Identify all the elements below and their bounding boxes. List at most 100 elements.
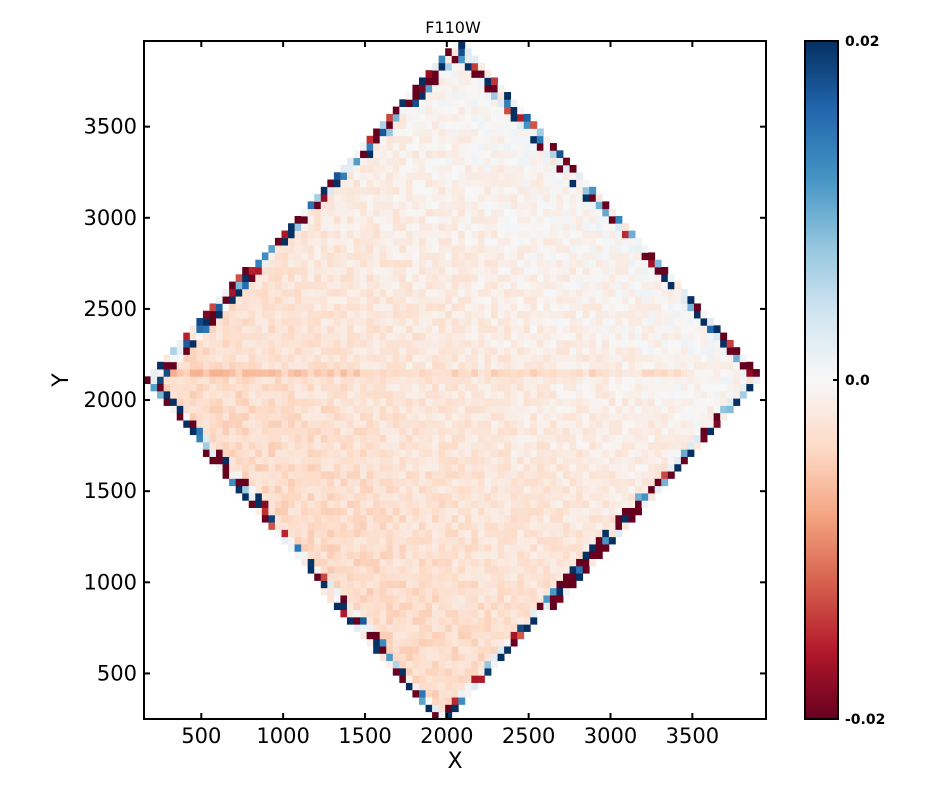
- heatmap-cell: [386, 332, 394, 341]
- heatmap-cell: [543, 135, 551, 144]
- heatmap-cell: [667, 303, 675, 312]
- heatmap-cell: [700, 347, 708, 355]
- heatmap-cell: [458, 398, 466, 406]
- heatmap-cell: [458, 208, 466, 217]
- heatmap-cell: [569, 332, 577, 341]
- y-tick-label: 3500: [84, 115, 137, 139]
- heatmap-cell: [425, 113, 433, 122]
- heatmap-cell: [641, 478, 649, 487]
- heatmap-cell: [268, 441, 276, 450]
- heatmap-cell: [386, 339, 394, 348]
- heatmap-cell: [248, 420, 256, 428]
- heatmap-cell: [543, 172, 551, 180]
- heatmap-cell: [202, 354, 210, 363]
- heatmap-cell: [576, 310, 584, 319]
- heatmap-cell: [386, 456, 394, 465]
- heatmap-cell: [648, 259, 656, 268]
- heatmap-cell: [373, 274, 381, 282]
- heatmap-cell: [661, 383, 669, 392]
- heatmap-cell: [405, 310, 413, 319]
- heatmap-cell: [216, 376, 223, 385]
- heatmap-cell: [458, 580, 466, 589]
- heatmap-cell: [484, 616, 492, 625]
- heatmap-cell: [274, 420, 282, 428]
- heatmap-cell: [510, 544, 518, 552]
- heatmap-cell: [314, 471, 322, 479]
- heatmap-cell: [582, 245, 590, 253]
- heatmap-cell: [595, 339, 603, 348]
- heatmap-cell: [353, 434, 361, 443]
- heatmap-cell: [314, 369, 322, 377]
- heatmap-cell: [667, 296, 675, 304]
- heatmap-cell: [549, 157, 557, 166]
- heatmap-cell: [360, 522, 368, 530]
- heatmap-cell: [497, 92, 505, 100]
- heatmap-cell: [307, 215, 315, 224]
- heatmap-cell: [379, 310, 387, 319]
- heatmap-cell: [510, 456, 518, 465]
- heatmap-cell: [248, 390, 256, 399]
- heatmap-cell: [451, 369, 459, 377]
- heatmap-cell: [549, 471, 557, 479]
- heatmap-cell: [615, 259, 623, 268]
- heatmap-cell: [543, 310, 551, 319]
- heatmap-cell: [661, 369, 669, 377]
- heatmap-cell: [379, 602, 387, 611]
- heatmap-cell: [432, 390, 440, 399]
- heatmap-cell: [307, 507, 315, 516]
- heatmap-cell: [320, 573, 328, 581]
- heatmap-cell: [353, 186, 361, 195]
- heatmap-cell: [307, 427, 315, 436]
- heatmap-cell: [549, 215, 557, 224]
- heatmap-cell: [366, 478, 374, 487]
- heatmap-cell: [464, 434, 472, 443]
- heatmap-cell: [549, 500, 557, 508]
- heatmap-cell: [543, 602, 551, 611]
- heatmap-cell: [392, 201, 400, 210]
- heatmap-cell: [373, 434, 381, 443]
- heatmap-cell: [458, 347, 466, 355]
- heatmap-cell: [680, 369, 688, 377]
- heatmap-cell: [399, 172, 407, 180]
- heatmap-cell: [504, 106, 512, 115]
- heatmap-cell: [471, 318, 479, 326]
- heatmap-cell: [464, 427, 472, 436]
- heatmap-cell: [327, 595, 335, 603]
- heatmap-cell: [196, 398, 204, 406]
- heatmap-cell: [386, 383, 394, 392]
- heatmap-cell: [654, 441, 662, 450]
- heatmap-cell: [379, 121, 387, 129]
- heatmap-cell: [255, 507, 263, 516]
- heatmap-cell: [602, 296, 610, 304]
- heatmap-cell: [687, 383, 695, 392]
- heatmap-cell: [307, 267, 315, 275]
- heatmap-cell: [464, 113, 472, 122]
- heatmap-cell: [386, 565, 394, 574]
- heatmap-cell: [229, 383, 237, 392]
- heatmap-cell: [320, 194, 328, 202]
- heatmap-cell: [418, 383, 426, 392]
- heatmap-cell: [595, 544, 603, 552]
- heatmap-cell: [392, 573, 400, 581]
- heatmap-cell: [392, 354, 400, 363]
- heatmap-cell: [589, 536, 597, 545]
- heatmap-cell: [392, 471, 400, 479]
- heatmap-cell: [229, 390, 237, 399]
- heatmap-cell: [373, 303, 381, 312]
- heatmap-cell: [229, 354, 237, 363]
- heatmap-cell: [346, 376, 354, 385]
- heatmap-cell: [314, 383, 322, 392]
- heatmap-cell: [556, 310, 564, 319]
- heatmap-cell: [477, 522, 485, 530]
- heatmap-cell: [346, 507, 354, 516]
- heatmap-cell: [641, 332, 649, 341]
- heatmap-cell: [458, 252, 466, 261]
- heatmap-cell: [595, 223, 603, 231]
- heatmap-cell: [549, 369, 557, 377]
- heatmap-cell: [399, 252, 407, 261]
- heatmap-cell: [386, 660, 394, 669]
- heatmap-cell: [425, 215, 433, 224]
- heatmap-cell: [608, 303, 616, 312]
- heatmap-cell: [432, 616, 440, 625]
- heatmap-cell: [216, 405, 223, 414]
